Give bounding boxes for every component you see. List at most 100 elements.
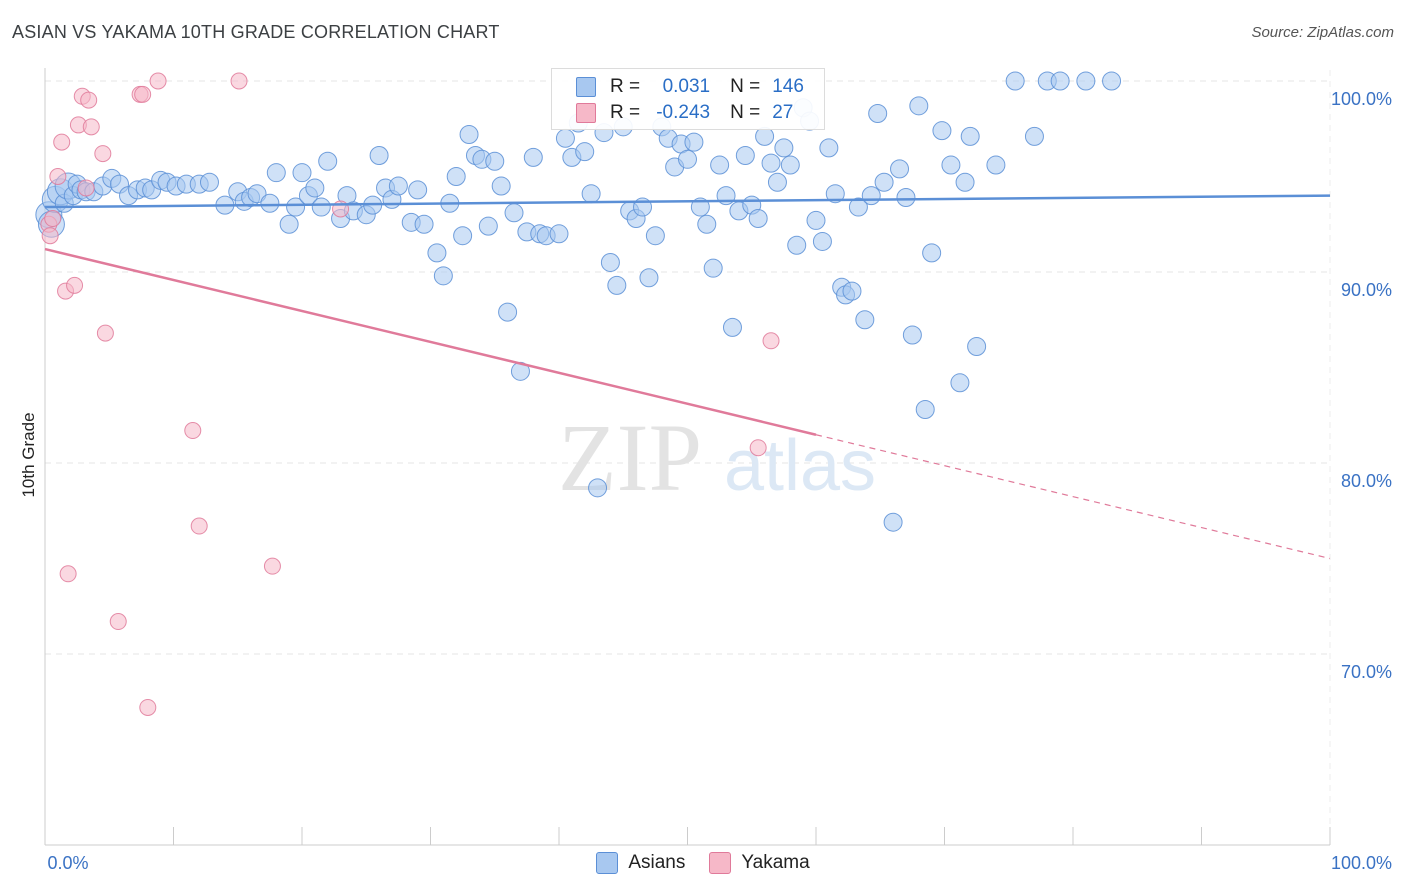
asians-point	[581, 184, 601, 204]
yakama-point	[77, 179, 95, 197]
asians-legend-swatch	[596, 852, 619, 874]
yakama-point	[59, 565, 77, 583]
asians-point	[874, 172, 894, 192]
yakama-point	[184, 422, 202, 440]
yakama-point	[109, 613, 127, 631]
asians-point	[848, 197, 868, 217]
asians-point	[588, 478, 608, 498]
asians-point	[755, 126, 775, 146]
n-label: N =	[730, 102, 761, 123]
asians-point	[1076, 71, 1096, 91]
asians-point	[941, 155, 961, 175]
watermark: ZIP atlas	[558, 404, 876, 511]
series-legend: Asians Yakama	[0, 852, 1406, 874]
yakama-point	[53, 133, 71, 151]
asians-point	[414, 214, 434, 234]
asians-point	[960, 126, 980, 146]
yakama-legend-swatch	[709, 852, 732, 874]
legend-item-asians[interactable]: Asians	[596, 852, 685, 874]
asians-point	[453, 226, 473, 246]
yakama-point	[762, 332, 780, 350]
asians-point	[806, 210, 826, 230]
asians-point	[600, 252, 620, 272]
asians-swatch	[576, 77, 596, 97]
asians-point	[427, 243, 447, 263]
asians-point	[955, 172, 975, 192]
asians-point	[491, 176, 511, 196]
y-tick-label: 80.0%	[1341, 471, 1392, 491]
asians-point	[286, 197, 306, 217]
legend-item-yakama[interactable]: Yakama	[709, 852, 810, 874]
asians-point	[1102, 71, 1122, 91]
asians-point	[932, 121, 952, 141]
asians-point	[504, 203, 524, 223]
asians-point	[812, 231, 832, 251]
yakama-points	[40, 72, 780, 716]
legend-row-yakama: R = -0.243 N = 27	[576, 101, 816, 125]
asians-point	[909, 96, 929, 116]
axis-labels: 70.0% 80.0% 90.0% 100.0% 0.0% 100.0% 10th Grad…	[19, 89, 1392, 873]
asians-point	[446, 167, 466, 186]
yakama-n-value: 27	[772, 102, 794, 123]
gridlines	[45, 70, 1331, 845]
x-tick-label: 100.0%	[1331, 853, 1392, 873]
n-label: N =	[730, 76, 761, 97]
yakama-legend-label: Yakama	[741, 852, 810, 873]
asians-point	[780, 155, 800, 175]
asians-point	[575, 142, 595, 162]
yakama-point	[41, 227, 59, 245]
asians-legend-label: Asians	[628, 852, 686, 873]
asians-point	[787, 235, 807, 255]
asians-point	[247, 184, 267, 204]
asians-point	[408, 180, 428, 200]
asians-point	[279, 214, 299, 234]
asians-point	[825, 184, 845, 204]
asians-point	[684, 132, 704, 152]
asians-point	[710, 155, 730, 175]
chart-title: ASIAN VS YAKAMA 10TH GRADE CORRELATION C…	[12, 22, 500, 42]
yakama-r-value: -0.243	[656, 102, 711, 123]
yakama-trend-line	[44, 247, 817, 436]
yakama-point	[230, 72, 248, 90]
asians-point	[555, 128, 575, 148]
asians-point	[868, 103, 888, 123]
asians-point	[523, 147, 543, 167]
asians-point	[1005, 71, 1025, 91]
yakama-point	[66, 276, 84, 294]
asians-point	[607, 275, 627, 295]
asians-point	[722, 317, 742, 337]
asians-point	[678, 149, 697, 169]
yakama-point	[749, 439, 767, 457]
asians-point	[369, 145, 389, 165]
asians-point	[433, 266, 453, 286]
trend-lines	[44, 194, 1331, 560]
yakama-point	[49, 168, 67, 185]
stats-legend: R = 0.031 N = 146 R = -0.243 N = 27	[551, 68, 825, 130]
asians-point	[260, 193, 280, 213]
asians-point	[318, 151, 338, 171]
asians-point	[761, 153, 781, 173]
yakama-point	[44, 210, 62, 228]
asians-point	[549, 224, 569, 244]
asians-point	[767, 172, 787, 192]
asians-point	[645, 226, 665, 246]
asians-point	[842, 281, 862, 301]
y-tick-label: 90.0%	[1341, 280, 1392, 300]
yakama-swatch	[576, 103, 596, 123]
asians-point	[950, 373, 970, 393]
asians-point	[1024, 126, 1044, 146]
yakama-point	[139, 698, 157, 716]
asians-point	[774, 138, 794, 158]
x-tick-label: 0.0%	[47, 853, 88, 873]
r-label: R =	[610, 76, 641, 97]
y-tick-label: 100.0%	[1331, 89, 1392, 109]
yakama-point	[263, 557, 281, 575]
asians-point	[485, 151, 505, 171]
r-label: R =	[610, 102, 641, 123]
asians-point	[922, 243, 942, 263]
asians-point	[690, 197, 710, 217]
yakama-point	[96, 324, 114, 342]
asians-point	[292, 163, 312, 183]
yakama-point	[94, 145, 112, 163]
